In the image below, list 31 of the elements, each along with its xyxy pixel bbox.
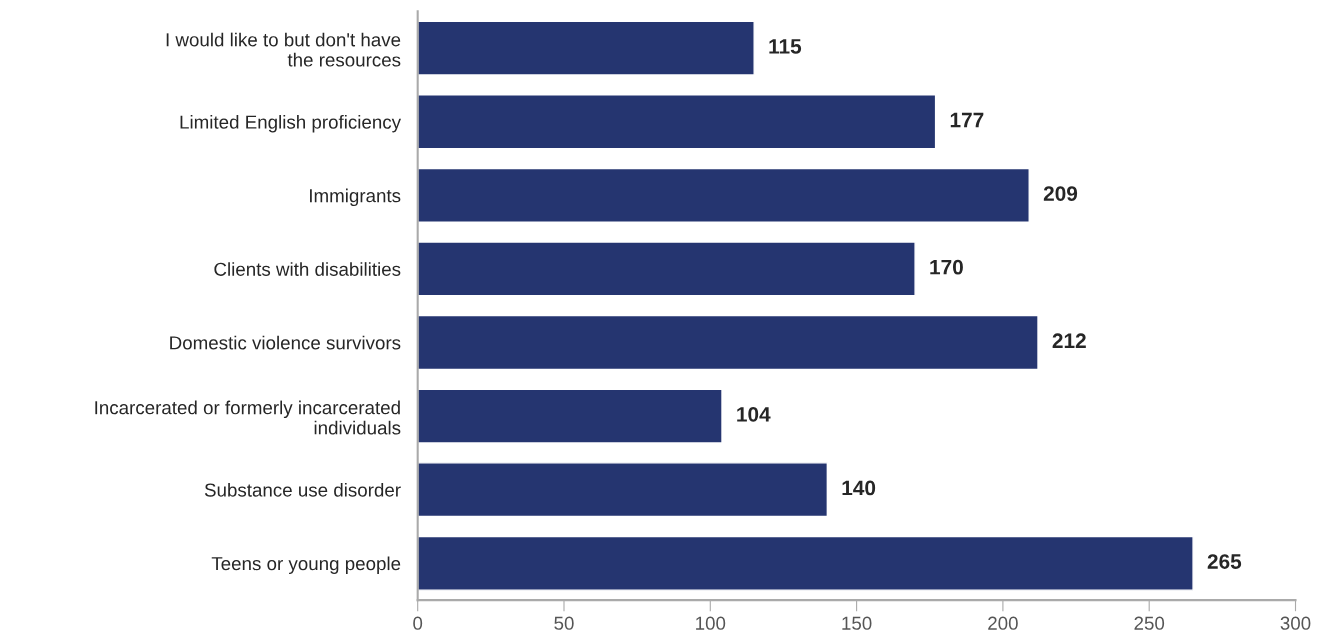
x-tick-label: 0 — [413, 616, 423, 630]
bar — [417, 535, 1194, 591]
data-label: 104 — [737, 406, 771, 422]
y-tick-label: Immigrants — [310, 188, 401, 207]
data-label: 115 — [769, 39, 802, 54]
y-tick-label: Teens or young people — [211, 556, 401, 574]
y-tick-label: I would like to but don't have the resources — [166, 32, 401, 67]
bar — [417, 314, 1039, 371]
bar — [417, 241, 916, 297]
x-tick-label: 300 — [1280, 616, 1311, 630]
x-tick-label: 250 — [1134, 616, 1165, 630]
data-label: 140 — [842, 480, 876, 496]
bar — [417, 20, 755, 76]
y-tick-label: Substance use disorder — [204, 482, 401, 497]
x-tick-label: 150 — [842, 616, 872, 630]
x-tick-label: 200 — [988, 616, 1018, 630]
y-tick-label: Domestic violence survivors — [170, 335, 401, 350]
bar — [417, 388, 723, 444]
data-label: 177 — [950, 112, 984, 128]
y-tick-label: Limited English proficiency — [180, 114, 401, 133]
bar — [417, 94, 937, 150]
y-tick-label: Incarcerated or formerly incarcerated individuals — [95, 400, 401, 435]
data-label: 212 — [1052, 333, 1086, 348]
x-tick-label: 50 — [554, 616, 574, 630]
bar — [417, 167, 1030, 223]
x-tick-label: 100 — [696, 616, 726, 630]
bar — [417, 462, 829, 518]
y-tick-label: Clients with disabilities — [214, 262, 401, 276]
data-label: 170 — [930, 259, 963, 275]
data-label: 209 — [1043, 186, 1078, 201]
data-label: 265 — [1207, 554, 1242, 569]
